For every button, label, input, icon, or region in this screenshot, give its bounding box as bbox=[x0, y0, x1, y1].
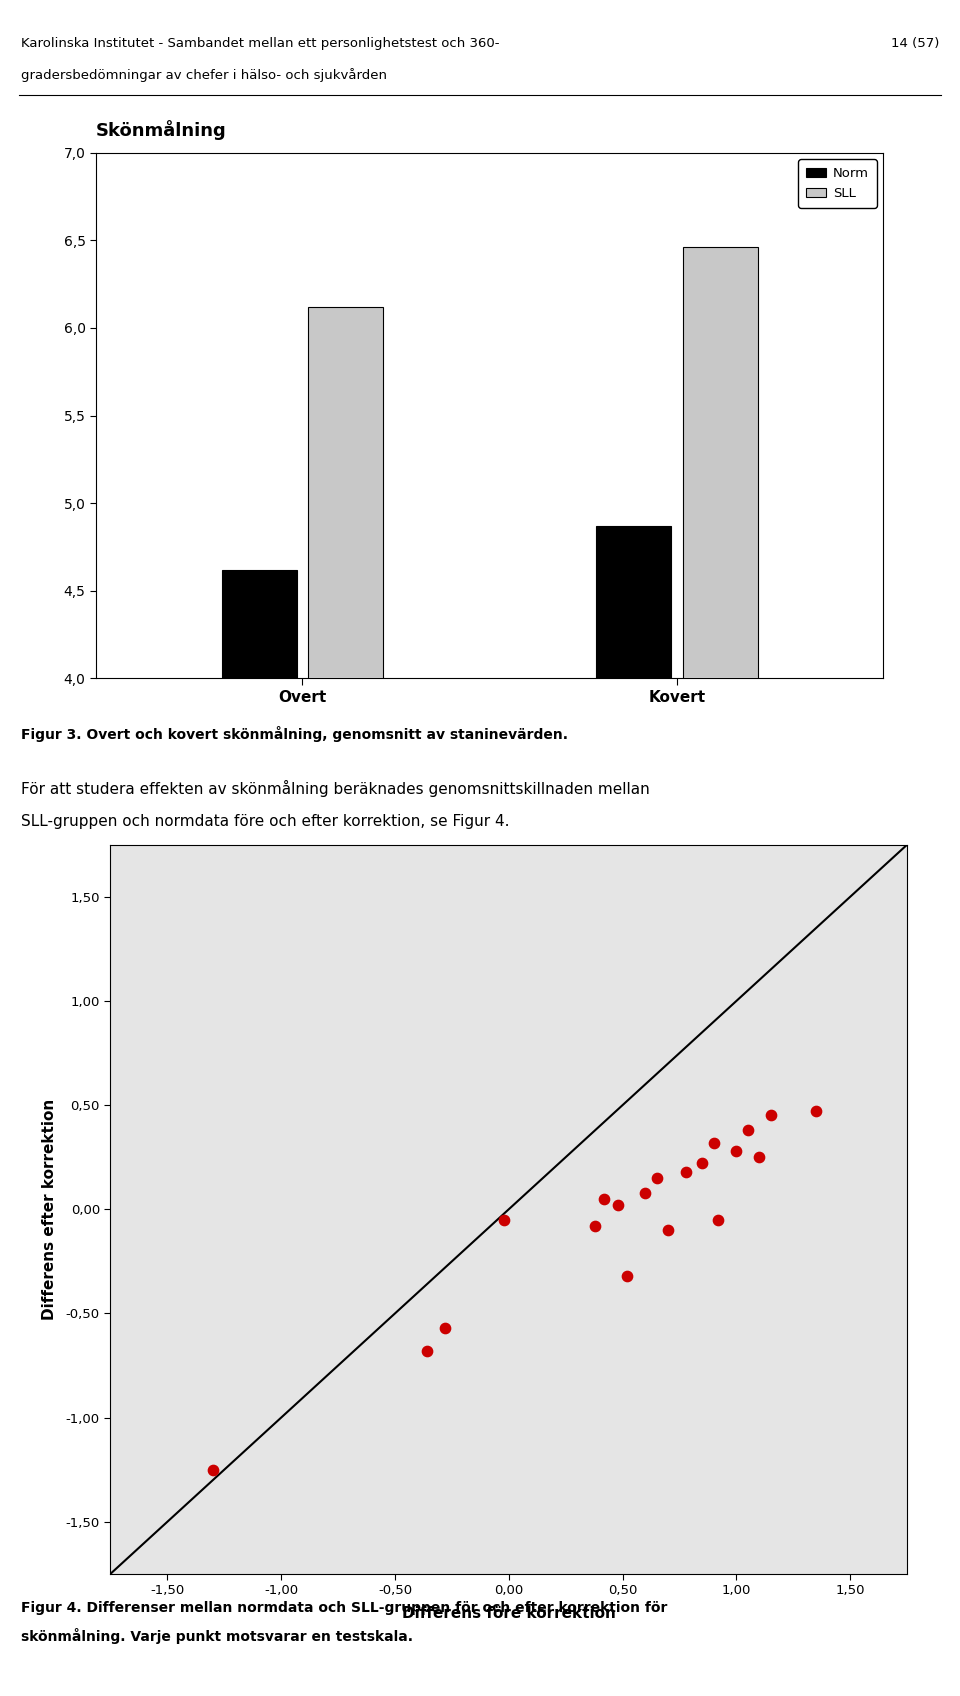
Bar bbox=[308, 307, 383, 1379]
Text: Figur 4. Differenser mellan normdata och SLL-gruppen för och efter korrektion fö: Figur 4. Differenser mellan normdata och… bbox=[21, 1601, 667, 1615]
Point bbox=[729, 1138, 744, 1165]
Point bbox=[496, 1206, 512, 1233]
Point bbox=[420, 1338, 435, 1365]
Text: För att studera effekten av skönmålning beräknades genomsnittskillnaden mellan: För att studera effekten av skönmålning … bbox=[21, 780, 650, 797]
Bar bbox=[222, 570, 297, 1379]
Point bbox=[597, 1186, 612, 1213]
Point bbox=[637, 1179, 653, 1206]
Point bbox=[611, 1192, 626, 1219]
Point bbox=[763, 1102, 779, 1130]
Text: Karolinska Institutet - Sambandet mellan ett personlighetstest och 360-: Karolinska Institutet - Sambandet mellan… bbox=[21, 37, 499, 51]
Point bbox=[695, 1150, 710, 1177]
X-axis label: Differens före korrektion: Differens före korrektion bbox=[402, 1606, 615, 1621]
Point bbox=[205, 1457, 221, 1484]
Point bbox=[740, 1116, 756, 1143]
Text: gradersbedömningar av chefer i hälso- och sjukvården: gradersbedömningar av chefer i hälso- oc… bbox=[21, 68, 387, 81]
Text: Figur 3. Overt och kovert skönmålning, genomsnitt av staninevärden.: Figur 3. Overt och kovert skönmålning, g… bbox=[21, 726, 568, 741]
Point bbox=[752, 1143, 767, 1170]
Text: SLL-gruppen och normdata före och efter korrektion, se Figur 4.: SLL-gruppen och normdata före och efter … bbox=[21, 814, 510, 829]
Point bbox=[679, 1158, 694, 1186]
Point bbox=[660, 1216, 676, 1243]
Point bbox=[619, 1262, 635, 1289]
Point bbox=[710, 1206, 726, 1233]
Text: skönmålning. Varje punkt motsvarar en testskala.: skönmålning. Varje punkt motsvarar en te… bbox=[21, 1628, 413, 1643]
Point bbox=[706, 1130, 721, 1157]
Text: Skönmålning: Skönmålning bbox=[96, 120, 227, 141]
Point bbox=[438, 1314, 453, 1342]
Text: 14 (57): 14 (57) bbox=[891, 37, 939, 51]
Bar bbox=[683, 248, 757, 1379]
Legend: Norm, SLL: Norm, SLL bbox=[799, 159, 876, 207]
Bar bbox=[596, 526, 671, 1379]
Point bbox=[588, 1213, 603, 1240]
Y-axis label: Differens efter korrektion: Differens efter korrektion bbox=[42, 1099, 58, 1319]
Point bbox=[649, 1165, 664, 1192]
Point bbox=[808, 1097, 824, 1124]
